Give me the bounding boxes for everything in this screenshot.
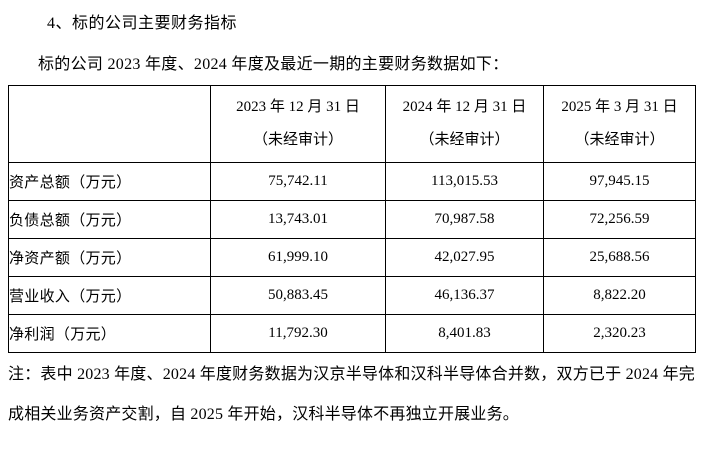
header-empty-cell [8,85,211,163]
cell-total-liabilities-2025: 72,256.59 [543,200,696,239]
intro-paragraph: 标的公司 2023 年度、2024 年度及最近一期的主要财务数据如下： [38,56,509,73]
header-audit-2024: （未经审计） [419,132,510,148]
cell-net-profit-2023: 11,792.30 [210,314,386,353]
cell-net-profit-2024: 8,401.83 [385,314,544,353]
header-date-2024: 2024 年 12 月 31 日 [402,99,527,115]
cell-total-assets-2023: 75,742.11 [210,162,386,201]
header-col-2024: 2024 年 12 月 31 日 （未经审计） [385,85,544,163]
header-date-2023: 2023 年 12 月 31 日 [236,99,360,115]
cell-revenue-2025: 8,822.20 [543,276,696,315]
footnote: 注：表中 2023 年度、2024 年度财务数据为汉京半导体和汉科半导体合并数，… [8,366,695,423]
row-label-total-assets: 资产总额（万元） [8,162,211,201]
table-row-revenue: 营业收入（万元） 50,883.45 46,136.37 8,822.20 [8,276,696,315]
table-row-total-liabilities: 负债总额（万元） 13,743.01 70,987.58 72,256.59 [8,200,696,239]
cell-total-liabilities-2023: 13,743.01 [210,200,386,239]
table-row-total-assets: 资产总额（万元） 75,742.11 113,015.53 97,945.15 [8,162,696,201]
cell-net-assets-2025: 25,688.56 [543,238,696,277]
header-audit-2023: （未经审计） [252,132,343,148]
table-header-row: 2023 年 12 月 31 日 （未经审计） 2024 年 12 月 31 日… [8,85,696,163]
cell-revenue-2024: 46,136.37 [385,276,544,315]
section-title: 4、标的公司主要财务指标 [47,15,238,32]
financial-table: 2023 年 12 月 31 日 （未经审计） 2024 年 12 月 31 日… [8,85,696,353]
header-audit-2025: （未经审计） [574,132,665,148]
header-date-2025: 2025 年 3 月 31 日 [561,99,678,115]
cell-net-assets-2023: 61,999.10 [210,238,386,277]
row-label-net-profit: 净利润（万元） [8,314,211,353]
header-col-2025: 2025 年 3 月 31 日 （未经审计） [543,85,696,163]
cell-total-liabilities-2024: 70,987.58 [385,200,544,239]
header-col-2023: 2023 年 12 月 31 日 （未经审计） [210,85,386,163]
cell-revenue-2023: 50,883.45 [210,276,386,315]
row-label-total-liabilities: 负债总额（万元） [8,200,211,239]
cell-net-assets-2024: 42,027.95 [385,238,544,277]
table-row-net-assets: 净资产额（万元） 61,999.10 42,027.95 25,688.56 [8,238,696,277]
cell-net-profit-2025: 2,320.23 [543,314,696,353]
row-label-net-assets: 净资产额（万元） [8,238,211,277]
row-label-revenue: 营业收入（万元） [8,276,211,315]
document-page: 4、标的公司主要财务指标 标的公司 2023 年度、2024 年度及最近一期的主… [8,15,696,423]
cell-total-assets-2025: 97,945.15 [543,162,696,201]
table-row-net-profit: 净利润（万元） 11,792.30 8,401.83 2,320.23 [8,314,696,353]
cell-total-assets-2024: 113,015.53 [385,162,544,201]
